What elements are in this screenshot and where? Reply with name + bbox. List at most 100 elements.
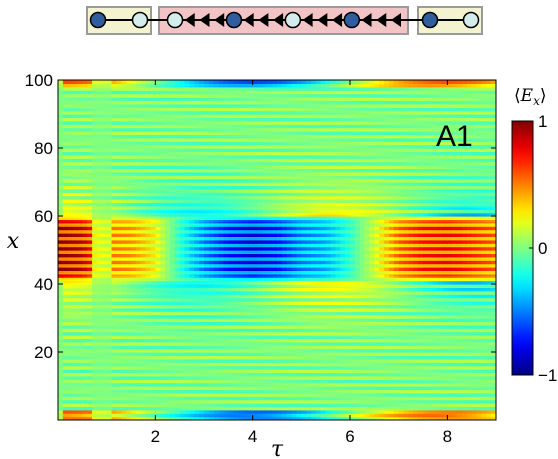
heatmap-cell: [281, 372, 288, 375]
heatmap-cell: [423, 408, 429, 411]
heatmap-cell: [359, 374, 366, 377]
heatmap-cell: [320, 386, 327, 389]
heatmap-cell: [481, 392, 487, 396]
heatmap-cell: [228, 406, 234, 409]
heatmap-cell: [62, 353, 69, 356]
heatmap-cell: [379, 404, 385, 407]
heatmap-cell: [116, 367, 122, 370]
heatmap-cell: [131, 375, 137, 379]
heatmap-cell: [150, 358, 156, 362]
heatmap-cell: [369, 389, 375, 392]
heatmap-cell: [340, 391, 346, 394]
heatmap-cell: [301, 411, 307, 414]
heatmap-cell: [247, 379, 254, 382]
heatmap-cell: [335, 363, 341, 367]
heatmap-cell: [67, 418, 74, 420]
heatmap-cell: [189, 374, 195, 377]
heatmap-cell: [92, 355, 98, 358]
heatmap-cell: [233, 394, 239, 397]
heatmap-cell: [174, 408, 181, 411]
heatmap-cell: [184, 382, 190, 385]
heatmap-cell: [145, 408, 152, 411]
heatmap-cell: [408, 413, 414, 416]
heatmap-cell: [272, 399, 278, 402]
heatmap-cell: [315, 389, 322, 392]
heatmap-cell: [208, 367, 215, 370]
heatmap-cell: [384, 357, 390, 360]
heatmap-cell: [140, 404, 147, 407]
heatmap-cell: [354, 363, 361, 367]
chain-node-open: [284, 11, 302, 29]
heatmap-cell: [296, 401, 302, 404]
heatmap-cell: [345, 401, 351, 404]
heatmap-cell: [135, 406, 142, 409]
heatmap-cell: [267, 413, 273, 416]
chain-arrow: [302, 13, 313, 27]
heatmap-cell: [306, 367, 312, 370]
heatmap-cell: [325, 353, 332, 356]
heatmap-cell: [169, 394, 176, 397]
heatmap-cell: [199, 408, 205, 411]
heatmap-cell: [301, 396, 307, 399]
heatmap-cell: [92, 394, 98, 397]
heatmap-cell: [145, 365, 152, 368]
heatmap-cell: [238, 394, 244, 397]
heatmap-cell: [160, 384, 166, 387]
heatmap-cell: [92, 357, 98, 360]
heatmap-cell: [72, 401, 79, 404]
heatmap-cell: [267, 358, 273, 362]
heatmap-cell: [374, 355, 380, 358]
heatmap-cell: [96, 353, 103, 356]
heatmap-cell: [82, 363, 88, 367]
heatmap-cell: [374, 374, 380, 377]
heatmap-cell: [67, 360, 74, 363]
heatmap-cell: [87, 392, 93, 396]
heatmap-cell: [62, 384, 69, 387]
heatmap-cell: [252, 391, 259, 394]
heatmap-cell: [228, 418, 234, 420]
heatmap-cell: [345, 403, 351, 406]
heatmap-cell: [252, 365, 259, 368]
heatmap-cell: [277, 387, 283, 390]
heatmap-cell: [466, 375, 473, 379]
heatmap-cell: [491, 374, 496, 377]
heatmap-cell: [218, 406, 225, 409]
heatmap-cell: [374, 377, 380, 380]
heatmap-cell: [335, 362, 341, 365]
heatmap-cell: [481, 360, 487, 363]
heatmap-cell: [301, 372, 307, 375]
heatmap-cell: [447, 394, 453, 397]
heatmap-cell: [427, 396, 434, 399]
heatmap-cell: [296, 392, 302, 396]
heatmap-cell: [96, 382, 103, 385]
heatmap-cell: [67, 375, 74, 379]
heatmap-cell: [72, 363, 79, 367]
heatmap-cell: [247, 384, 254, 387]
heatmap-cell: [82, 367, 88, 370]
heatmap-cell: [374, 358, 380, 362]
heatmap-cell: [247, 416, 254, 419]
heatmap-cell: [447, 382, 453, 385]
heatmap-cell: [281, 360, 288, 363]
heatmap-cell: [447, 411, 453, 414]
heatmap-cell: [320, 413, 327, 416]
heatmap-cell: [340, 406, 346, 409]
heatmap-cell: [169, 384, 176, 387]
heatmap-cell: [491, 409, 496, 413]
heatmap-cell: [252, 418, 259, 420]
heatmap-cell: [213, 391, 220, 394]
heatmap-cell: [72, 375, 79, 379]
heatmap-cell: [311, 370, 317, 373]
heatmap-cell: [82, 397, 88, 401]
heatmap-cell: [257, 380, 263, 384]
heatmap-cell: [320, 382, 327, 385]
heatmap-cell: [403, 411, 409, 414]
heatmap-cell: [179, 387, 186, 390]
heatmap-cell: [208, 411, 215, 414]
heatmap-cell: [267, 355, 273, 358]
heatmap-cell: [199, 397, 205, 401]
heatmap-cell: [160, 377, 166, 380]
heatmap-cell: [457, 357, 463, 360]
heatmap-cell: [165, 367, 171, 370]
heatmap-cell: [77, 353, 83, 356]
